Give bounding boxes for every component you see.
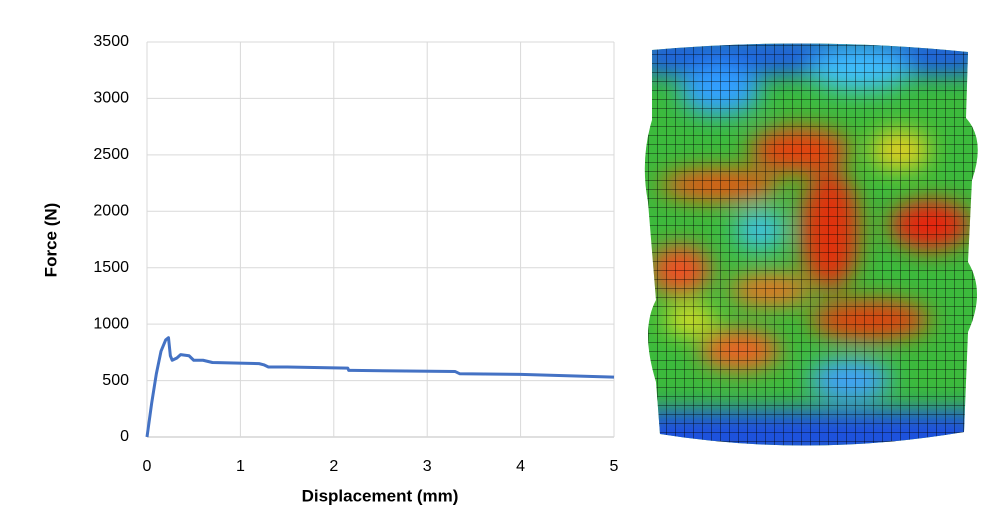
x-tick-label: 5 — [610, 458, 619, 475]
data-line — [147, 338, 614, 437]
y-tick-label: 1500 — [93, 259, 129, 276]
figure: Displacement (mm) Force (N) 0 500 1000 1500… — [0, 0, 997, 516]
x-tick-label: 0 — [143, 458, 152, 475]
x-tick-label: 2 — [329, 458, 338, 475]
y-tick-label: 2000 — [93, 203, 129, 220]
y-tick-label: 1000 — [93, 315, 129, 332]
x-tick-label: 4 — [516, 458, 525, 475]
x-tick-label: 1 — [236, 458, 245, 475]
y-tick-label: 0 — [120, 428, 129, 445]
y-axis-label: Force (N) — [41, 203, 60, 278]
y-tick-label: 3000 — [93, 90, 129, 107]
y-tick-label: 2500 — [93, 146, 129, 163]
y-tick-label: 3500 — [93, 33, 129, 50]
y-tick-label: 500 — [102, 372, 129, 389]
x-tick-label: 3 — [423, 458, 432, 475]
fem-image — [630, 30, 990, 470]
x-axis-label: Displacement (mm) — [302, 486, 459, 505]
